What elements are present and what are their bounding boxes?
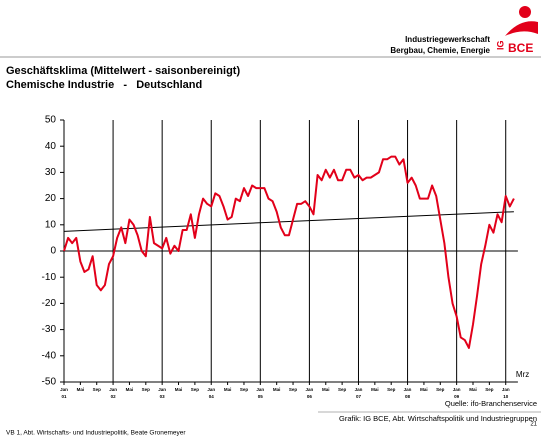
y-tick-label: 50 xyxy=(45,115,57,126)
x-tick-label: Jan xyxy=(404,387,412,392)
year-label: 09 xyxy=(454,394,460,399)
x-tick-label: Mai xyxy=(273,387,281,392)
footer-left: VB 1, Abt. Wirtschafts- und Industriepol… xyxy=(6,430,186,437)
x-tick-label: Jan xyxy=(502,387,510,392)
x-tick-label: Mai xyxy=(126,387,134,392)
y-tick-label: -40 xyxy=(42,350,57,361)
x-tick-label: Mai xyxy=(371,387,379,392)
chart-title: Geschäftsklima (Mittelwert - saisonberei… xyxy=(6,65,240,77)
x-tick-label: Mai xyxy=(175,387,183,392)
x-tick-label: Mai xyxy=(77,387,85,392)
x-tick-label: Jan xyxy=(109,387,117,392)
x-tick-label: Sep xyxy=(240,387,249,392)
x-tick-label: Mai xyxy=(322,387,330,392)
credit: Grafik: IG BCE, Abt. Wirtschaftspolitik … xyxy=(339,414,537,423)
x-tick-label: Jan xyxy=(355,387,363,392)
chart-subtitle: Chemische Industrie - Deutschland xyxy=(6,79,202,91)
y-tick-label: 10 xyxy=(45,219,57,230)
y-tick-label: -50 xyxy=(42,377,57,388)
x-tick-label: Jan xyxy=(158,387,166,392)
y-tick-label: 30 xyxy=(45,167,57,178)
year-label: 10 xyxy=(503,394,509,399)
year-label: 07 xyxy=(356,394,362,399)
series-line xyxy=(63,155,515,349)
source: Quelle: ifo-Branchenservice xyxy=(445,399,537,408)
x-tick-label: Jan xyxy=(306,387,314,392)
x-tick-label: Mai xyxy=(420,387,428,392)
x-tick-label: Sep xyxy=(289,387,298,392)
y-tick-label: 0 xyxy=(50,246,56,257)
y-tick-label: -20 xyxy=(42,298,57,309)
x-tick-label: Mai xyxy=(469,387,477,392)
logo-body xyxy=(505,21,538,36)
logo-head xyxy=(519,6,531,18)
x-tick-label: Sep xyxy=(436,387,445,392)
x-tick-label: Jan xyxy=(453,387,461,392)
x-tick-label: Sep xyxy=(387,387,396,392)
logo-ig: IG xyxy=(495,40,505,50)
year-label: 01 xyxy=(61,394,67,399)
y-tick-label: -30 xyxy=(42,324,57,335)
logo-bce: BCE xyxy=(508,41,533,55)
x-tick-label: Jan xyxy=(207,387,215,392)
year-label: 04 xyxy=(209,394,215,399)
x-tick-label: Mai xyxy=(224,387,232,392)
x-tick-label: Jan xyxy=(256,387,264,392)
year-label: 06 xyxy=(307,394,313,399)
x-tick-label: Sep xyxy=(191,387,200,392)
x-tick-label: Sep xyxy=(142,387,151,392)
year-label: 03 xyxy=(160,394,166,399)
x-tick-label: Sep xyxy=(485,387,494,392)
year-label: 05 xyxy=(258,394,264,399)
org-line2: Bergbau, Chemie, Energie xyxy=(390,46,490,55)
year-label: 02 xyxy=(111,394,117,399)
year-label: 08 xyxy=(405,394,411,399)
x-tick-label: Sep xyxy=(93,387,102,392)
y-tick-label: -10 xyxy=(42,272,57,283)
page-number: 21 xyxy=(530,422,537,428)
x-tick-label: Sep xyxy=(338,387,347,392)
y-tick-label: 40 xyxy=(45,141,57,152)
y-tick-label: 20 xyxy=(45,193,57,204)
x-tick-label: Jan xyxy=(60,387,68,392)
end-label: Mrz xyxy=(516,370,529,379)
org-line1: Industriegewerkschaft xyxy=(405,35,490,44)
